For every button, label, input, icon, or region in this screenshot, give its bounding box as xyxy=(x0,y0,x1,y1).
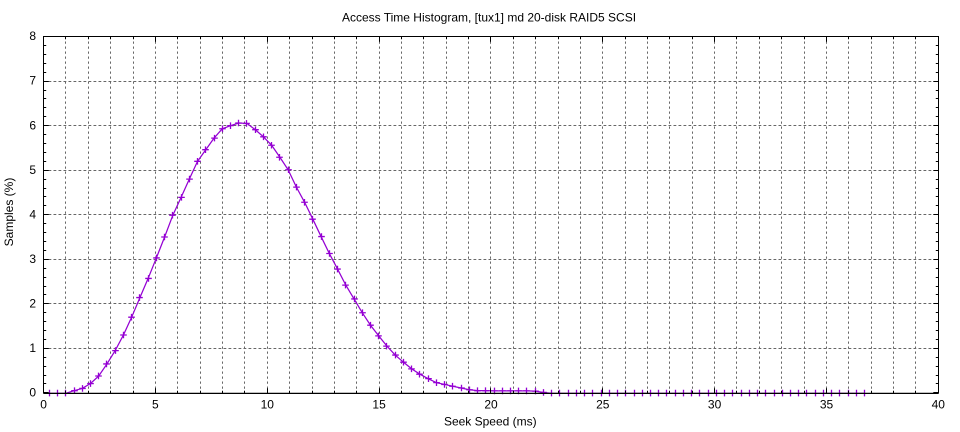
svg-text:7: 7 xyxy=(29,74,36,88)
svg-text:4: 4 xyxy=(29,207,36,221)
svg-text:5: 5 xyxy=(152,398,159,412)
svg-text:6: 6 xyxy=(29,118,36,132)
svg-text:0: 0 xyxy=(29,386,36,400)
svg-text:40: 40 xyxy=(932,398,946,412)
svg-text:3: 3 xyxy=(29,252,36,266)
svg-text:1: 1 xyxy=(29,341,36,355)
svg-text:10: 10 xyxy=(261,398,275,412)
svg-text:5: 5 xyxy=(29,163,36,177)
svg-text:0: 0 xyxy=(40,398,47,412)
svg-text:Access Time Histogram, [tux1]: Access Time Histogram, [tux1] md 20-disk… xyxy=(342,10,636,24)
svg-text:8: 8 xyxy=(29,29,36,43)
svg-text:Samples (%): Samples (%) xyxy=(2,178,16,247)
svg-text:25: 25 xyxy=(596,398,610,412)
svg-text:2: 2 xyxy=(29,296,36,310)
svg-text:20: 20 xyxy=(484,398,498,412)
svg-text:Seek Speed (ms): Seek Speed (ms) xyxy=(444,414,537,428)
svg-text:30: 30 xyxy=(708,398,722,412)
svg-text:35: 35 xyxy=(820,398,834,412)
svg-text:15: 15 xyxy=(372,398,386,412)
